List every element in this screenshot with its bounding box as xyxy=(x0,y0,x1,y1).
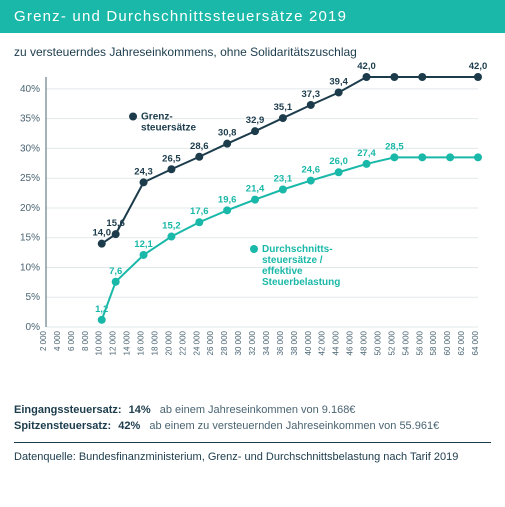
svg-text:27,4: 27,4 xyxy=(357,148,376,159)
svg-text:56 000: 56 000 xyxy=(415,330,424,355)
svg-text:26 000: 26 000 xyxy=(206,330,215,355)
svg-text:39,4: 39,4 xyxy=(329,76,348,87)
svg-text:4 000: 4 000 xyxy=(53,330,62,351)
svg-text:37,3: 37,3 xyxy=(302,89,321,100)
svg-text:48 000: 48 000 xyxy=(360,330,369,355)
svg-text:0%: 0% xyxy=(26,322,41,333)
svg-text:30%: 30% xyxy=(20,143,40,154)
svg-text:62 000: 62 000 xyxy=(457,330,466,355)
svg-text:36 000: 36 000 xyxy=(276,330,285,355)
svg-text:20%: 20% xyxy=(20,203,40,214)
svg-text:30 000: 30 000 xyxy=(234,330,243,355)
chart-subtitle: zu versteuerndes Jahreseinkommens, ohne … xyxy=(0,33,505,59)
footer-notes: Eingangssteuersatz: 14% ab einem Jahrese… xyxy=(0,404,505,432)
svg-text:15,2: 15,2 xyxy=(162,221,181,232)
svg-text:44 000: 44 000 xyxy=(332,330,341,355)
svg-text:17,6: 17,6 xyxy=(190,206,209,217)
footer-rest-2: ab einem zu versteuernden Jahreseinkomme… xyxy=(149,420,439,432)
svg-text:14 000: 14 000 xyxy=(123,330,132,355)
svg-text:8 000: 8 000 xyxy=(81,330,90,351)
svg-text:30,8: 30,8 xyxy=(218,128,237,139)
svg-text:16 000: 16 000 xyxy=(137,330,146,355)
footer-label-1: Eingangssteuersatz: xyxy=(14,404,122,416)
chart-title: Grenz- und Durchschnittssteuersätze 2019 xyxy=(14,8,347,25)
footer-label-2: Spitzensteuersatz: xyxy=(14,420,111,432)
footer-pct-2: 42% xyxy=(118,420,140,432)
footer-row-2: Spitzensteuersatz: 42% ab einem zu verst… xyxy=(14,420,491,432)
svg-text:18 000: 18 000 xyxy=(150,330,159,355)
svg-text:26,0: 26,0 xyxy=(329,156,348,167)
svg-text:15%: 15% xyxy=(20,233,40,244)
chart-area: 0% 5% 10% 15% 20% 25% 30% 35% 40% 2 000 4 000 6 000… xyxy=(0,59,505,404)
svg-text:35%: 35% xyxy=(20,114,40,125)
svg-text:28,5: 28,5 xyxy=(385,141,404,152)
svg-text:42,0: 42,0 xyxy=(357,61,376,72)
svg-text:42,0: 42,0 xyxy=(469,61,488,72)
svg-text:52 000: 52 000 xyxy=(387,330,396,355)
svg-text:21,4: 21,4 xyxy=(246,184,265,195)
svg-text:58 000: 58 000 xyxy=(429,330,438,355)
svg-text:14,0: 14,0 xyxy=(92,228,111,239)
footer-row-1: Eingangssteuersatz: 14% ab einem Jahrese… xyxy=(14,404,491,416)
svg-text:20 000: 20 000 xyxy=(164,330,173,355)
svg-text:15,6: 15,6 xyxy=(106,218,125,229)
svg-text:40 000: 40 000 xyxy=(304,330,313,355)
footer-pct-1: 14% xyxy=(129,404,151,416)
svg-text:Durchschnitts-: Durchschnitts- xyxy=(262,244,333,255)
svg-text:64 000: 64 000 xyxy=(471,330,480,355)
svg-text:2 000: 2 000 xyxy=(39,330,48,351)
svg-text:12,1: 12,1 xyxy=(134,239,153,250)
svg-text:26,5: 26,5 xyxy=(162,153,181,164)
svg-text:6 000: 6 000 xyxy=(67,330,76,351)
svg-text:42 000: 42 000 xyxy=(318,330,327,355)
chart-header: Grenz- und Durchschnittssteuersätze 2019 xyxy=(0,0,505,33)
svg-text:24,6: 24,6 xyxy=(302,165,321,176)
svg-text:60 000: 60 000 xyxy=(443,330,452,355)
svg-text:54 000: 54 000 xyxy=(401,330,410,355)
svg-text:28 000: 28 000 xyxy=(220,330,229,355)
svg-text:22 000: 22 000 xyxy=(178,330,187,355)
svg-text:10%: 10% xyxy=(20,262,40,273)
svg-text:40%: 40% xyxy=(20,84,40,95)
svg-text:24 000: 24 000 xyxy=(192,330,201,355)
svg-text:32 000: 32 000 xyxy=(248,330,257,355)
svg-text:Steuerbelastung: Steuerbelastung xyxy=(262,277,340,288)
source-line: Datenquelle: Bundesfinanzministerium, Gr… xyxy=(14,442,491,463)
svg-text:steuersätze /: steuersätze / xyxy=(262,255,323,266)
svg-text:46 000: 46 000 xyxy=(346,330,355,355)
svg-text:24,3: 24,3 xyxy=(134,166,153,177)
svg-text:effektive: effektive xyxy=(262,266,303,277)
svg-text:28,6: 28,6 xyxy=(190,141,209,152)
svg-text:34 000: 34 000 xyxy=(262,330,271,355)
footer-rest-1: ab einem Jahreseinkommen von 9.168€ xyxy=(160,404,356,416)
svg-text:23,1: 23,1 xyxy=(274,174,293,185)
svg-text:10 000: 10 000 xyxy=(95,330,104,355)
svg-text:19,6: 19,6 xyxy=(218,194,237,205)
svg-text:35,1: 35,1 xyxy=(274,102,293,113)
svg-text:1,2: 1,2 xyxy=(95,304,108,315)
svg-text:7,6: 7,6 xyxy=(109,266,122,277)
svg-text:50 000: 50 000 xyxy=(373,330,382,355)
svg-text:5%: 5% xyxy=(26,292,41,303)
svg-text:32,9: 32,9 xyxy=(246,115,265,126)
chart-svg: 0% 5% 10% 15% 20% 25% 30% 35% 40% 2 000 4 000 6 000… xyxy=(0,59,505,404)
svg-text:12 000: 12 000 xyxy=(109,330,118,355)
svg-text:25%: 25% xyxy=(20,173,40,184)
svg-text:Grenz-: Grenz- xyxy=(141,112,173,123)
svg-text:steuersätze: steuersätze xyxy=(141,123,196,134)
svg-text:38 000: 38 000 xyxy=(290,330,299,355)
